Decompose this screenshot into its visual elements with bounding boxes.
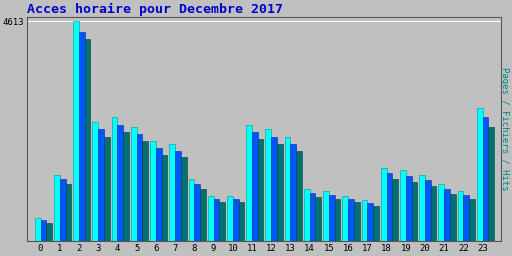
Bar: [392, 179, 398, 241]
Bar: [477, 108, 483, 241]
Bar: [343, 196, 348, 241]
Bar: [194, 184, 200, 241]
Bar: [112, 118, 117, 241]
Bar: [450, 194, 456, 241]
Bar: [387, 173, 392, 241]
Bar: [239, 202, 244, 241]
Bar: [46, 223, 52, 241]
Bar: [285, 136, 290, 241]
Bar: [188, 179, 194, 241]
Bar: [438, 184, 444, 241]
Bar: [329, 195, 335, 241]
Bar: [483, 118, 488, 241]
Bar: [150, 141, 156, 241]
Bar: [335, 198, 340, 241]
Bar: [73, 22, 79, 241]
Bar: [40, 220, 46, 241]
Bar: [92, 122, 98, 241]
Bar: [104, 136, 110, 241]
Text: Acces horaire pour Decembre 2017: Acces horaire pour Decembre 2017: [27, 3, 283, 16]
Bar: [123, 132, 129, 241]
Bar: [444, 189, 450, 241]
Bar: [66, 184, 71, 241]
Bar: [373, 206, 379, 241]
Bar: [265, 129, 271, 241]
Bar: [412, 182, 417, 241]
Bar: [381, 167, 387, 241]
Bar: [425, 180, 431, 241]
Bar: [271, 136, 277, 241]
Bar: [367, 203, 373, 241]
Bar: [431, 186, 437, 241]
Bar: [315, 197, 321, 241]
Bar: [348, 199, 354, 241]
Bar: [310, 193, 315, 241]
Bar: [458, 191, 463, 241]
Bar: [84, 39, 91, 241]
Bar: [98, 129, 104, 241]
Bar: [304, 189, 310, 241]
Bar: [469, 198, 475, 241]
Bar: [169, 144, 175, 241]
Bar: [35, 218, 40, 241]
Bar: [175, 151, 181, 241]
Bar: [142, 141, 148, 241]
Bar: [419, 175, 425, 241]
Bar: [290, 144, 296, 241]
Bar: [156, 148, 162, 241]
Bar: [296, 151, 302, 241]
Bar: [361, 200, 367, 241]
Bar: [54, 175, 60, 241]
Bar: [277, 144, 283, 241]
Bar: [181, 157, 186, 241]
Bar: [233, 199, 239, 241]
Bar: [162, 155, 167, 241]
Bar: [463, 195, 469, 241]
Bar: [117, 125, 123, 241]
Bar: [219, 202, 225, 241]
Bar: [400, 170, 406, 241]
Bar: [200, 189, 206, 241]
Bar: [354, 202, 359, 241]
Bar: [323, 191, 329, 241]
Bar: [227, 196, 233, 241]
Bar: [258, 139, 264, 241]
Bar: [214, 199, 219, 241]
Bar: [252, 132, 258, 241]
Bar: [208, 196, 214, 241]
Bar: [131, 127, 137, 241]
Bar: [488, 127, 494, 241]
Bar: [406, 176, 412, 241]
Bar: [79, 31, 84, 241]
Bar: [137, 134, 142, 241]
Y-axis label: Pages / Fichiers / Hits: Pages / Fichiers / Hits: [500, 67, 509, 191]
Bar: [60, 179, 66, 241]
Bar: [246, 125, 252, 241]
